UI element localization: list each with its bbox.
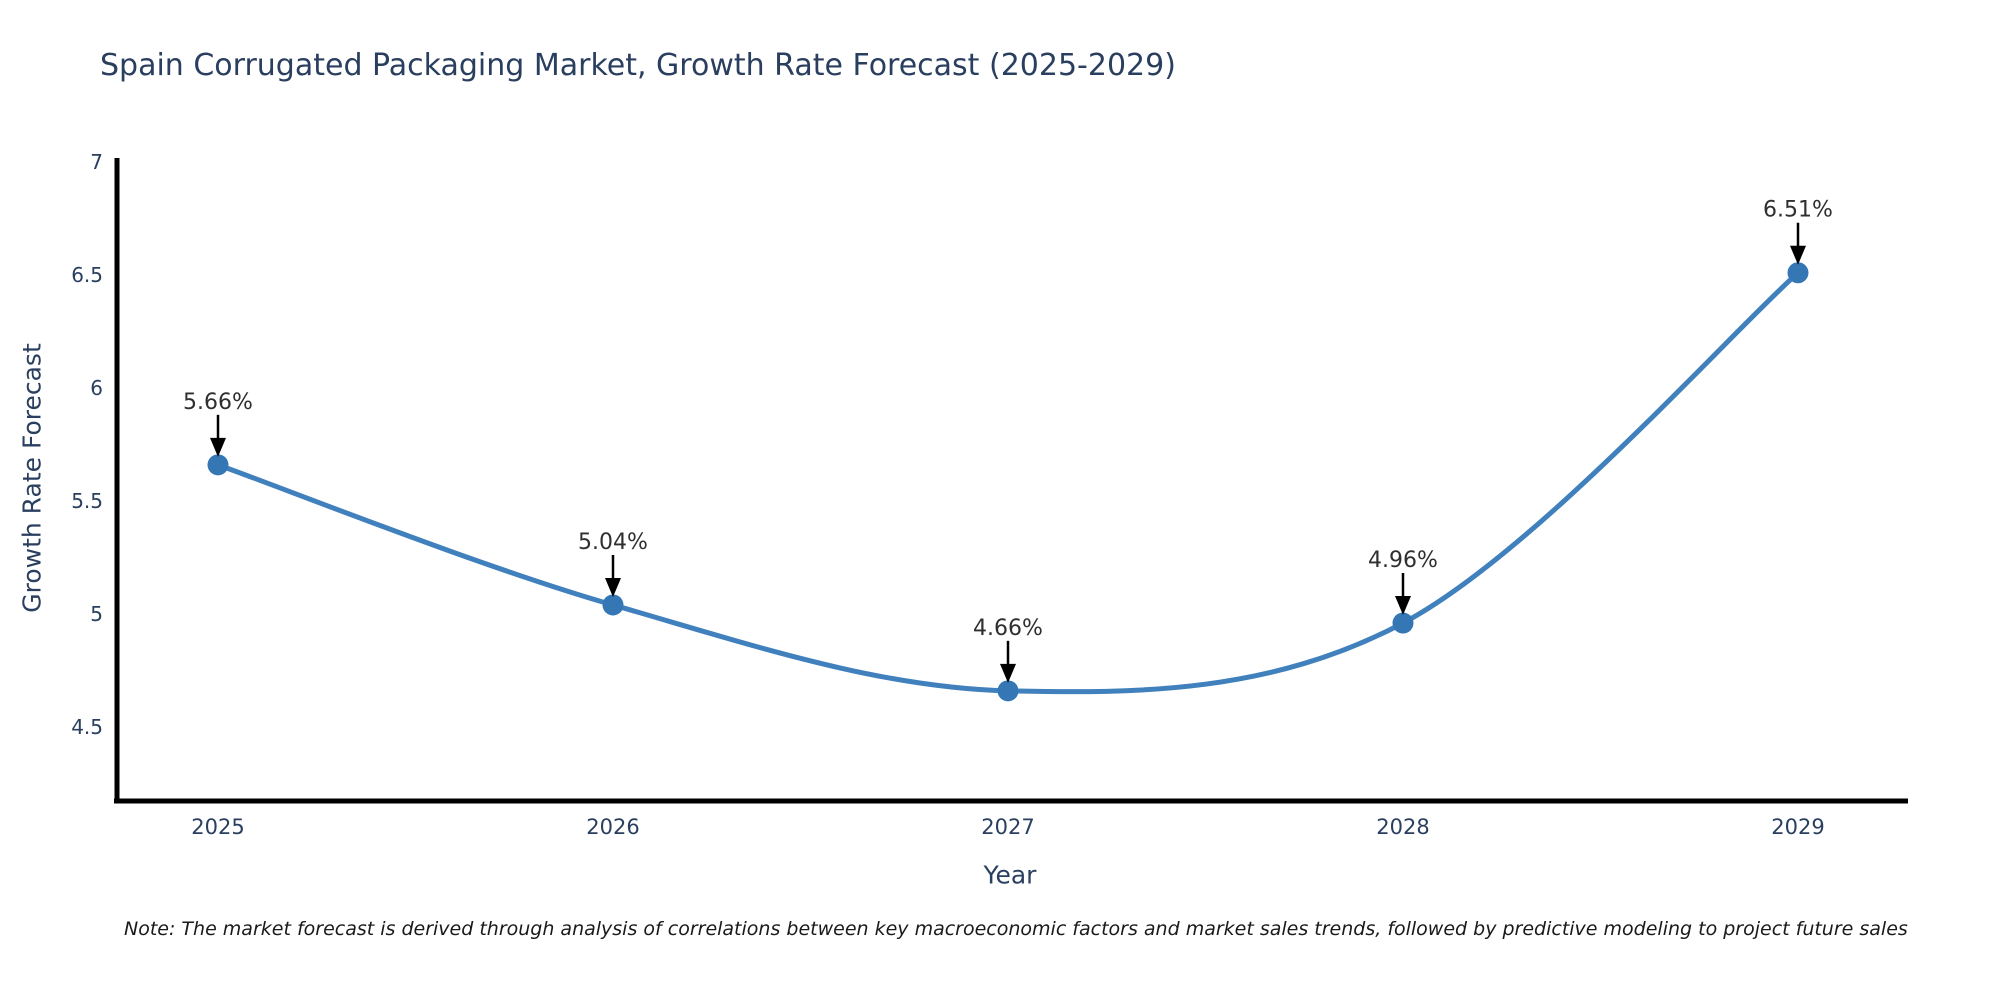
data-point-marker (1787, 262, 1809, 284)
data-point-label: 5.66% (183, 390, 253, 415)
data-point-marker (207, 454, 229, 476)
footnote: Note: The market forecast is derived thr… (124, 918, 1908, 940)
annotation-arrow-head (1000, 663, 1016, 683)
y-tick-label: 4.5 (71, 715, 103, 739)
annotation-arrow-head (1395, 596, 1411, 616)
data-point-marker (602, 594, 624, 616)
data-point-label: 5.04% (578, 530, 648, 555)
data-point-label: 4.66% (973, 616, 1043, 641)
y-tick-label: 6.5 (71, 263, 103, 287)
y-tick-label: 6 (90, 376, 103, 400)
x-tick-label: 2025 (191, 815, 244, 839)
annotation-arrow-head (1790, 245, 1806, 265)
data-point-label: 6.51% (1763, 198, 1833, 223)
data-point-label: 4.96% (1368, 548, 1438, 573)
data-point-marker (997, 680, 1019, 702)
annotation-arrow-head (210, 437, 226, 457)
x-tick-label: 2029 (1771, 815, 1824, 839)
y-tick-label: 5.5 (71, 489, 103, 513)
x-axis-title: Year (983, 860, 1037, 890)
y-tick-label: 5 (90, 602, 103, 626)
x-tick-label: 2026 (586, 815, 639, 839)
y-tick-label: 7 (90, 150, 103, 174)
annotation-arrow-head (605, 577, 621, 597)
x-tick-label: 2027 (981, 815, 1034, 839)
chart-title: Spain Corrugated Packaging Market, Growt… (100, 48, 1176, 83)
x-tick-label: 2028 (1376, 815, 1429, 839)
data-point-marker (1392, 612, 1414, 634)
